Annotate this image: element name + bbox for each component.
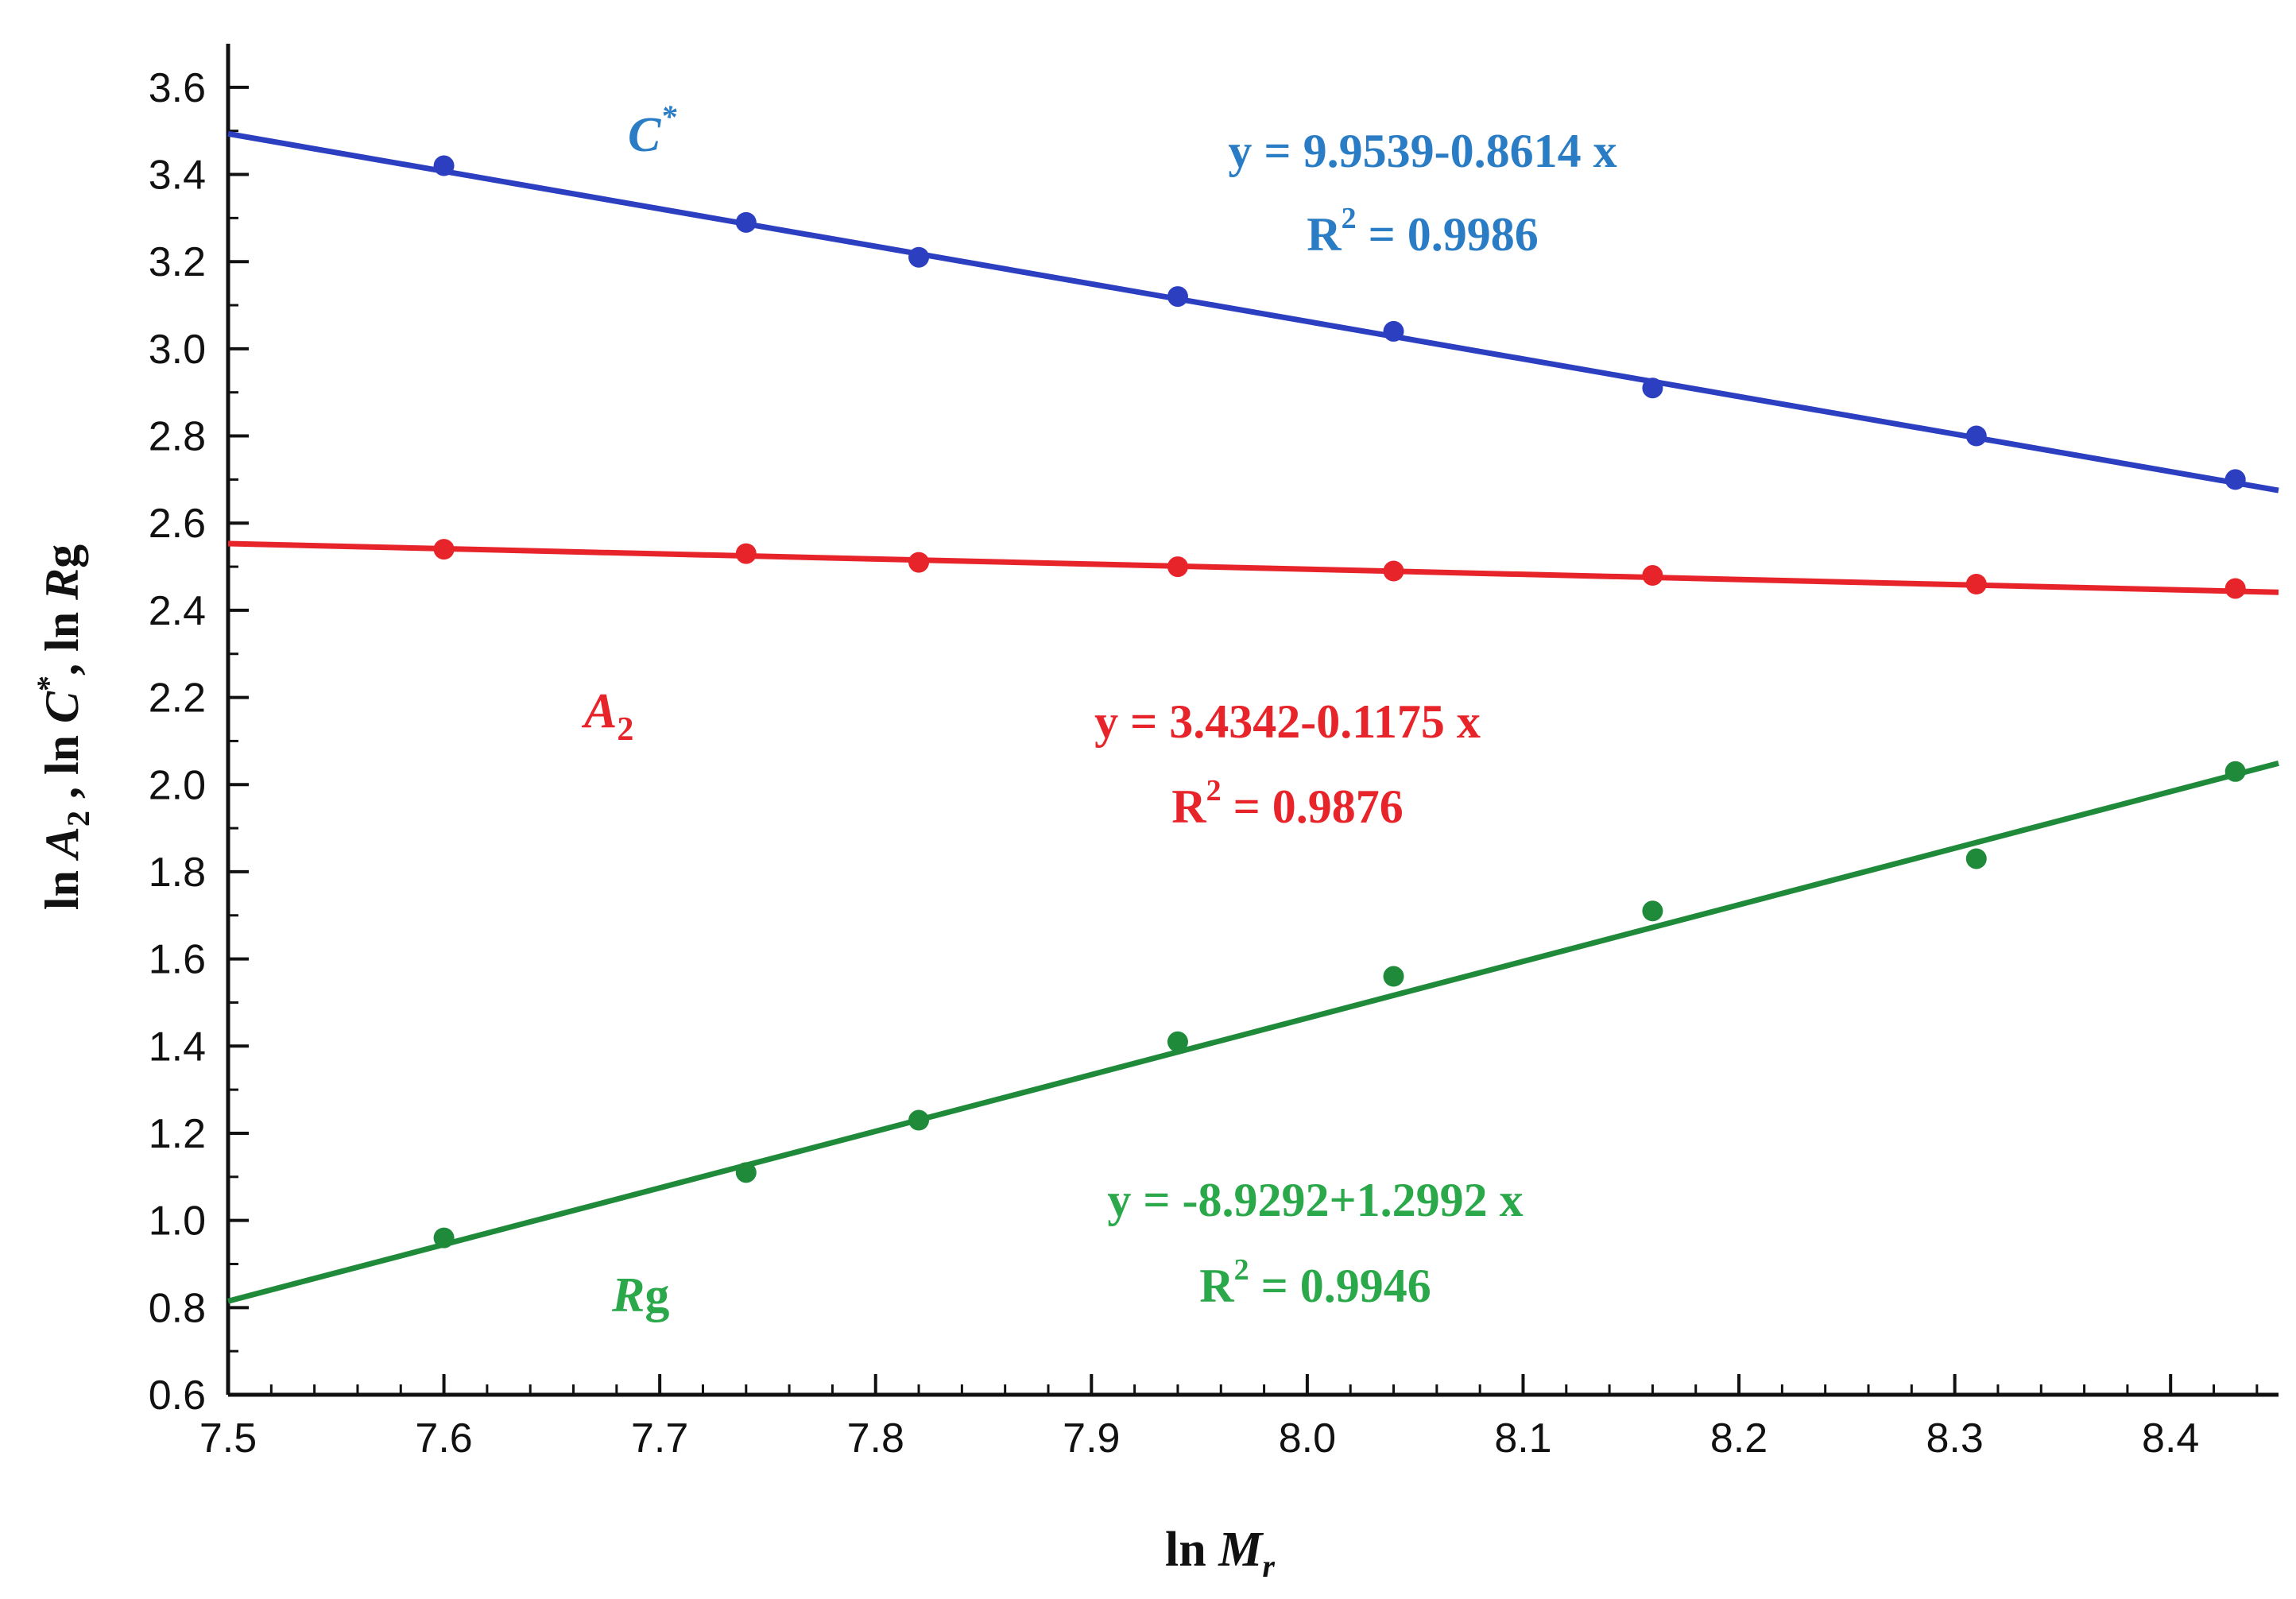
fit-line-rg [227, 760, 2279, 1304]
y-axis-label-part2: , ln [36, 723, 88, 811]
data-point-a2 [735, 543, 757, 564]
data-point-cstar [1383, 320, 1404, 342]
data-point-cstar [1167, 286, 1188, 308]
r-squared-sup: 2 [1206, 774, 1222, 807]
y-tick-label: 0.8 [149, 1285, 206, 1331]
y-axis-label-part3: , ln [36, 600, 88, 676]
equation-rg: y = -8.9292+1.2992 x [1107, 1174, 1523, 1226]
r-squared-value: = 0.9876 [1222, 780, 1404, 833]
y-tick-label: 3.2 [149, 239, 206, 285]
data-point-a2 [1167, 556, 1188, 578]
series-label-cstar: C* [628, 99, 677, 162]
y-tick-label: 1.6 [149, 937, 206, 983]
x-tick-label: 7.9 [1063, 1415, 1120, 1462]
x-axis-label: ln Mr [1165, 1523, 1275, 1584]
y-tick-label: 2.8 [149, 414, 206, 460]
y-axis-label-var3: R [36, 568, 88, 601]
y-tick-label: 3.4 [149, 153, 206, 199]
r-squared-label: R [1307, 208, 1342, 261]
y-tick-label: 2.0 [149, 762, 206, 808]
data-point-rg [1965, 848, 1987, 869]
x-axis-label-sub: r [1262, 1548, 1275, 1584]
r-squared-cstar: R2 = 0.9986 [1307, 202, 1539, 261]
y-tick-label: 3.6 [149, 65, 206, 111]
r-squared-sup: 2 [1234, 1253, 1249, 1287]
data-point-a2 [908, 552, 930, 573]
y-axis-label-sup2: * [30, 676, 66, 691]
data-point-cstar [1642, 377, 1663, 399]
y-tick-label: 1.8 [149, 850, 206, 896]
r-squared-rg: R2 = 0.9946 [1199, 1253, 1431, 1312]
r-squared-sup: 2 [1342, 202, 1357, 235]
data-point-a2 [1965, 574, 1987, 594]
x-tick-label: 8.0 [1279, 1415, 1336, 1462]
y-axis-label-var2: C [36, 691, 88, 723]
axes [226, 44, 2279, 1397]
r-squared-label: R [1199, 1260, 1234, 1312]
x-tick-label: 7.6 [415, 1415, 472, 1462]
x-tick-label: 8.3 [1926, 1415, 1983, 1462]
series-label-var: A [581, 684, 617, 738]
y-tick-label: 2.4 [149, 588, 206, 634]
x-tick-label: 8.1 [1494, 1415, 1551, 1462]
x-tick-label: 8.4 [2142, 1415, 2199, 1462]
data-points [433, 155, 2246, 1249]
data-point-cstar [433, 155, 455, 176]
x-tick-label: 8.2 [1710, 1415, 1767, 1462]
x-axis-label-var: M [1218, 1523, 1264, 1577]
fit-line-a2 [227, 540, 2279, 595]
data-point-a2 [433, 539, 455, 560]
y-tick-label: 1.0 [149, 1198, 206, 1245]
r-squared-a2: R2 = 0.9876 [1171, 774, 1404, 833]
r-squared-label: R [1171, 780, 1206, 833]
data-point-rg [908, 1109, 930, 1131]
y-tick-label: 2.6 [149, 501, 206, 547]
y-axis-label-var1: A [36, 827, 88, 861]
y-tick-label: 0.6 [149, 1373, 206, 1419]
y-axis-label: ln A2 , ln C*, ln Rg [30, 544, 96, 910]
fit-line-cstar [227, 130, 2279, 494]
data-point-cstar [908, 246, 930, 268]
y-tick-label: 2.2 [149, 676, 206, 722]
data-point-rg [2224, 761, 2246, 782]
x-tick-label: 7.5 [199, 1415, 257, 1462]
data-point-cstar [1965, 425, 1987, 447]
y-tick-label: 1.2 [149, 1111, 206, 1157]
y-axis-label-part1: ln [36, 858, 88, 910]
series-label-var: C [628, 108, 661, 162]
r-squared-value: = 0.9946 [1249, 1260, 1431, 1312]
series-label-var: R [611, 1268, 645, 1322]
data-point-a2 [1642, 565, 1663, 587]
x-tick-label: 7.8 [847, 1415, 904, 1462]
data-point-rg [1167, 1031, 1188, 1052]
equation-cstar: y = 9.9539-0.8614 x [1228, 125, 1616, 177]
series-label-sub: 2 [617, 711, 633, 748]
y-axis-label-part4: g [36, 544, 88, 568]
data-point-rg [433, 1227, 455, 1249]
series-label-tail: g [645, 1268, 669, 1322]
data-point-rg [1642, 900, 1663, 922]
data-point-cstar [735, 211, 757, 233]
x-axis-label-prefix: ln [1165, 1523, 1218, 1577]
series-label-a2: A2 [581, 684, 633, 748]
data-point-rg [1383, 966, 1404, 987]
y-tick-label: 1.4 [149, 1024, 206, 1070]
data-point-a2 [1383, 560, 1404, 582]
data-point-rg [735, 1162, 757, 1183]
x-tick-label: 7.7 [631, 1415, 688, 1462]
series-label-sup: * [660, 99, 677, 134]
data-point-cstar [2224, 469, 2246, 490]
equation-a2: y = 3.4342-0.1175 x [1094, 695, 1481, 748]
data-point-a2 [2224, 578, 2246, 599]
ticks: 7.5 7.6 7.7 7.8 7.9 8.0 8.1 8.2 8.3 8.4 0.6 0.8 1.0 1… [149, 65, 2259, 1462]
r-squared-value: = 0.9986 [1357, 208, 1539, 261]
series-label-rg: Rg [611, 1268, 669, 1322]
y-tick-label: 3.0 [149, 327, 206, 373]
y-axis-label-sub1: 2 [60, 811, 96, 827]
fit-lines [227, 130, 2279, 1304]
